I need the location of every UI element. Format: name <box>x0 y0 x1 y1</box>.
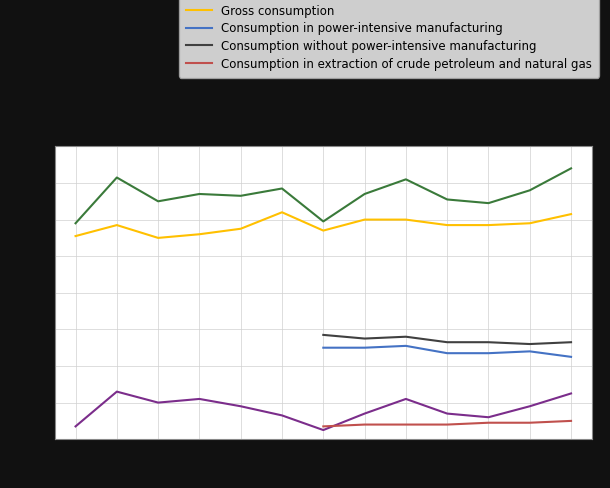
Consumption in extraction of crude petroleum and natural gas <box>485 420 492 426</box>
Total production <box>278 185 285 191</box>
Export surplus <box>443 411 451 417</box>
Export surplus <box>320 427 327 433</box>
Consumption without power-intensive manufacturing <box>443 339 451 345</box>
Export surplus <box>72 424 79 429</box>
Consumption in power-intensive manufacturing <box>443 350 451 356</box>
Line: Consumption without power-intensive manufacturing: Consumption without power-intensive manu… <box>323 335 571 344</box>
Consumption without power-intensive manufacturing <box>526 341 533 347</box>
Consumption in extraction of crude petroleum and natural gas <box>526 420 533 426</box>
Consumption without power-intensive manufacturing <box>361 336 368 342</box>
Gross consumption <box>443 222 451 228</box>
Total production <box>237 193 245 199</box>
Export surplus <box>361 411 368 417</box>
Total production <box>113 175 121 181</box>
Consumption in power-intensive manufacturing <box>485 350 492 356</box>
Total production <box>567 165 575 171</box>
Export surplus <box>567 390 575 396</box>
Consumption in power-intensive manufacturing <box>361 345 368 350</box>
Export surplus <box>485 414 492 420</box>
Consumption without power-intensive manufacturing <box>567 339 575 345</box>
Gross consumption <box>237 226 245 232</box>
Export surplus <box>113 388 121 394</box>
Total production <box>402 177 409 183</box>
Legend: Total production, Export surplus, Gross consumption, Consumption in power-intens: Total production, Export surplus, Gross … <box>179 0 600 78</box>
Line: Consumption in extraction of crude petroleum and natural gas: Consumption in extraction of crude petro… <box>323 421 571 427</box>
Line: Gross consumption: Gross consumption <box>76 212 571 238</box>
Consumption without power-intensive manufacturing <box>485 339 492 345</box>
Consumption in extraction of crude petroleum and natural gas <box>402 422 409 427</box>
Gross consumption <box>320 227 327 234</box>
Export surplus <box>196 396 203 402</box>
Export surplus <box>154 400 162 406</box>
Total production <box>443 197 451 203</box>
Gross consumption <box>361 217 368 223</box>
Gross consumption <box>196 231 203 237</box>
Gross consumption <box>278 209 285 215</box>
Consumption in extraction of crude petroleum and natural gas <box>567 418 575 424</box>
Gross consumption <box>72 233 79 239</box>
Total production <box>320 219 327 224</box>
Consumption in power-intensive manufacturing <box>320 345 327 350</box>
Consumption without power-intensive manufacturing <box>320 332 327 338</box>
Consumption in extraction of crude petroleum and natural gas <box>320 424 327 429</box>
Export surplus <box>237 403 245 409</box>
Gross consumption <box>402 217 409 223</box>
Line: Consumption in power-intensive manufacturing: Consumption in power-intensive manufactu… <box>323 346 571 357</box>
Consumption in extraction of crude petroleum and natural gas <box>361 422 368 427</box>
Gross consumption <box>485 222 492 228</box>
Consumption in extraction of crude petroleum and natural gas <box>443 422 451 427</box>
Gross consumption <box>113 222 121 228</box>
Total production <box>485 200 492 206</box>
Gross consumption <box>526 221 533 226</box>
Total production <box>361 191 368 197</box>
Export surplus <box>402 396 409 402</box>
Consumption without power-intensive manufacturing <box>402 334 409 340</box>
Total production <box>196 191 203 197</box>
Export surplus <box>278 412 285 418</box>
Consumption in power-intensive manufacturing <box>402 343 409 349</box>
Consumption in power-intensive manufacturing <box>526 348 533 354</box>
Export surplus <box>526 403 533 409</box>
Total production <box>526 187 533 193</box>
Total production <box>72 221 79 226</box>
Consumption in power-intensive manufacturing <box>567 354 575 360</box>
Line: Export surplus: Export surplus <box>76 391 571 430</box>
Total production <box>154 198 162 204</box>
Gross consumption <box>567 211 575 217</box>
Line: Total production: Total production <box>76 168 571 224</box>
Gross consumption <box>154 235 162 241</box>
